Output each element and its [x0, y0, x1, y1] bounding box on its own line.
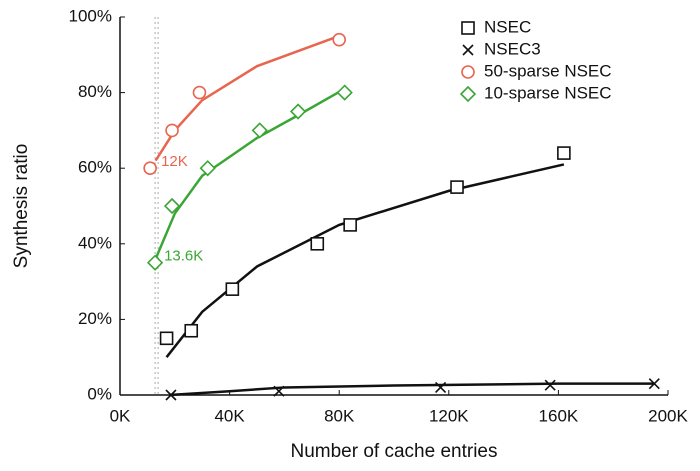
y-axis-label: Synthesis ratio — [11, 144, 32, 269]
point — [336, 84, 353, 101]
x-tick-label: 80K — [324, 406, 355, 425]
legend-marker — [459, 85, 477, 103]
point — [251, 122, 268, 139]
x-tick-label: 0K — [110, 406, 131, 425]
y-tick-label: 60% — [78, 158, 112, 177]
point — [557, 146, 571, 160]
legend-label: NSEC — [484, 17, 531, 36]
fit-line — [154, 34, 340, 162]
y-tick-label: 20% — [78, 309, 112, 328]
point — [648, 378, 660, 390]
x-tick-label: 200K — [648, 406, 688, 425]
annotation: 13.6K — [164, 248, 203, 265]
point — [159, 331, 174, 346]
point — [143, 161, 157, 175]
y-tick-label: 40% — [78, 233, 112, 252]
point — [435, 381, 447, 394]
fit-line — [165, 163, 565, 358]
point — [289, 103, 307, 120]
legend-label: NSEC3 — [484, 39, 541, 58]
x-tick-label: 120K — [429, 406, 469, 425]
legend-label: 50-sparse NSEC — [484, 61, 612, 80]
point — [273, 385, 285, 397]
x-axis-label: Number of cache entries — [291, 441, 498, 462]
point — [544, 379, 556, 391]
y-tick-label: 100% — [69, 6, 112, 25]
point — [225, 282, 240, 296]
y-tick-label: 80% — [78, 82, 112, 101]
legend-marker — [461, 65, 475, 79]
legend-marker — [461, 21, 475, 35]
x-tick-label: 160K — [539, 406, 579, 425]
point — [146, 254, 164, 271]
point — [163, 197, 181, 215]
x-tick-label: 40K — [214, 406, 245, 425]
point — [343, 218, 357, 232]
point — [450, 180, 464, 194]
point — [310, 237, 325, 251]
point — [332, 32, 347, 47]
annotation: 12K — [161, 153, 188, 170]
point — [165, 123, 179, 138]
legend-marker — [462, 44, 474, 56]
y-tick-label: 0% — [87, 384, 112, 403]
fit-line — [154, 87, 346, 260]
point — [199, 160, 216, 177]
point — [184, 323, 199, 338]
legend-label: 10-sparse NSEC — [484, 83, 612, 102]
point — [192, 85, 207, 100]
point — [165, 389, 177, 401]
fit-line — [169, 382, 655, 397]
